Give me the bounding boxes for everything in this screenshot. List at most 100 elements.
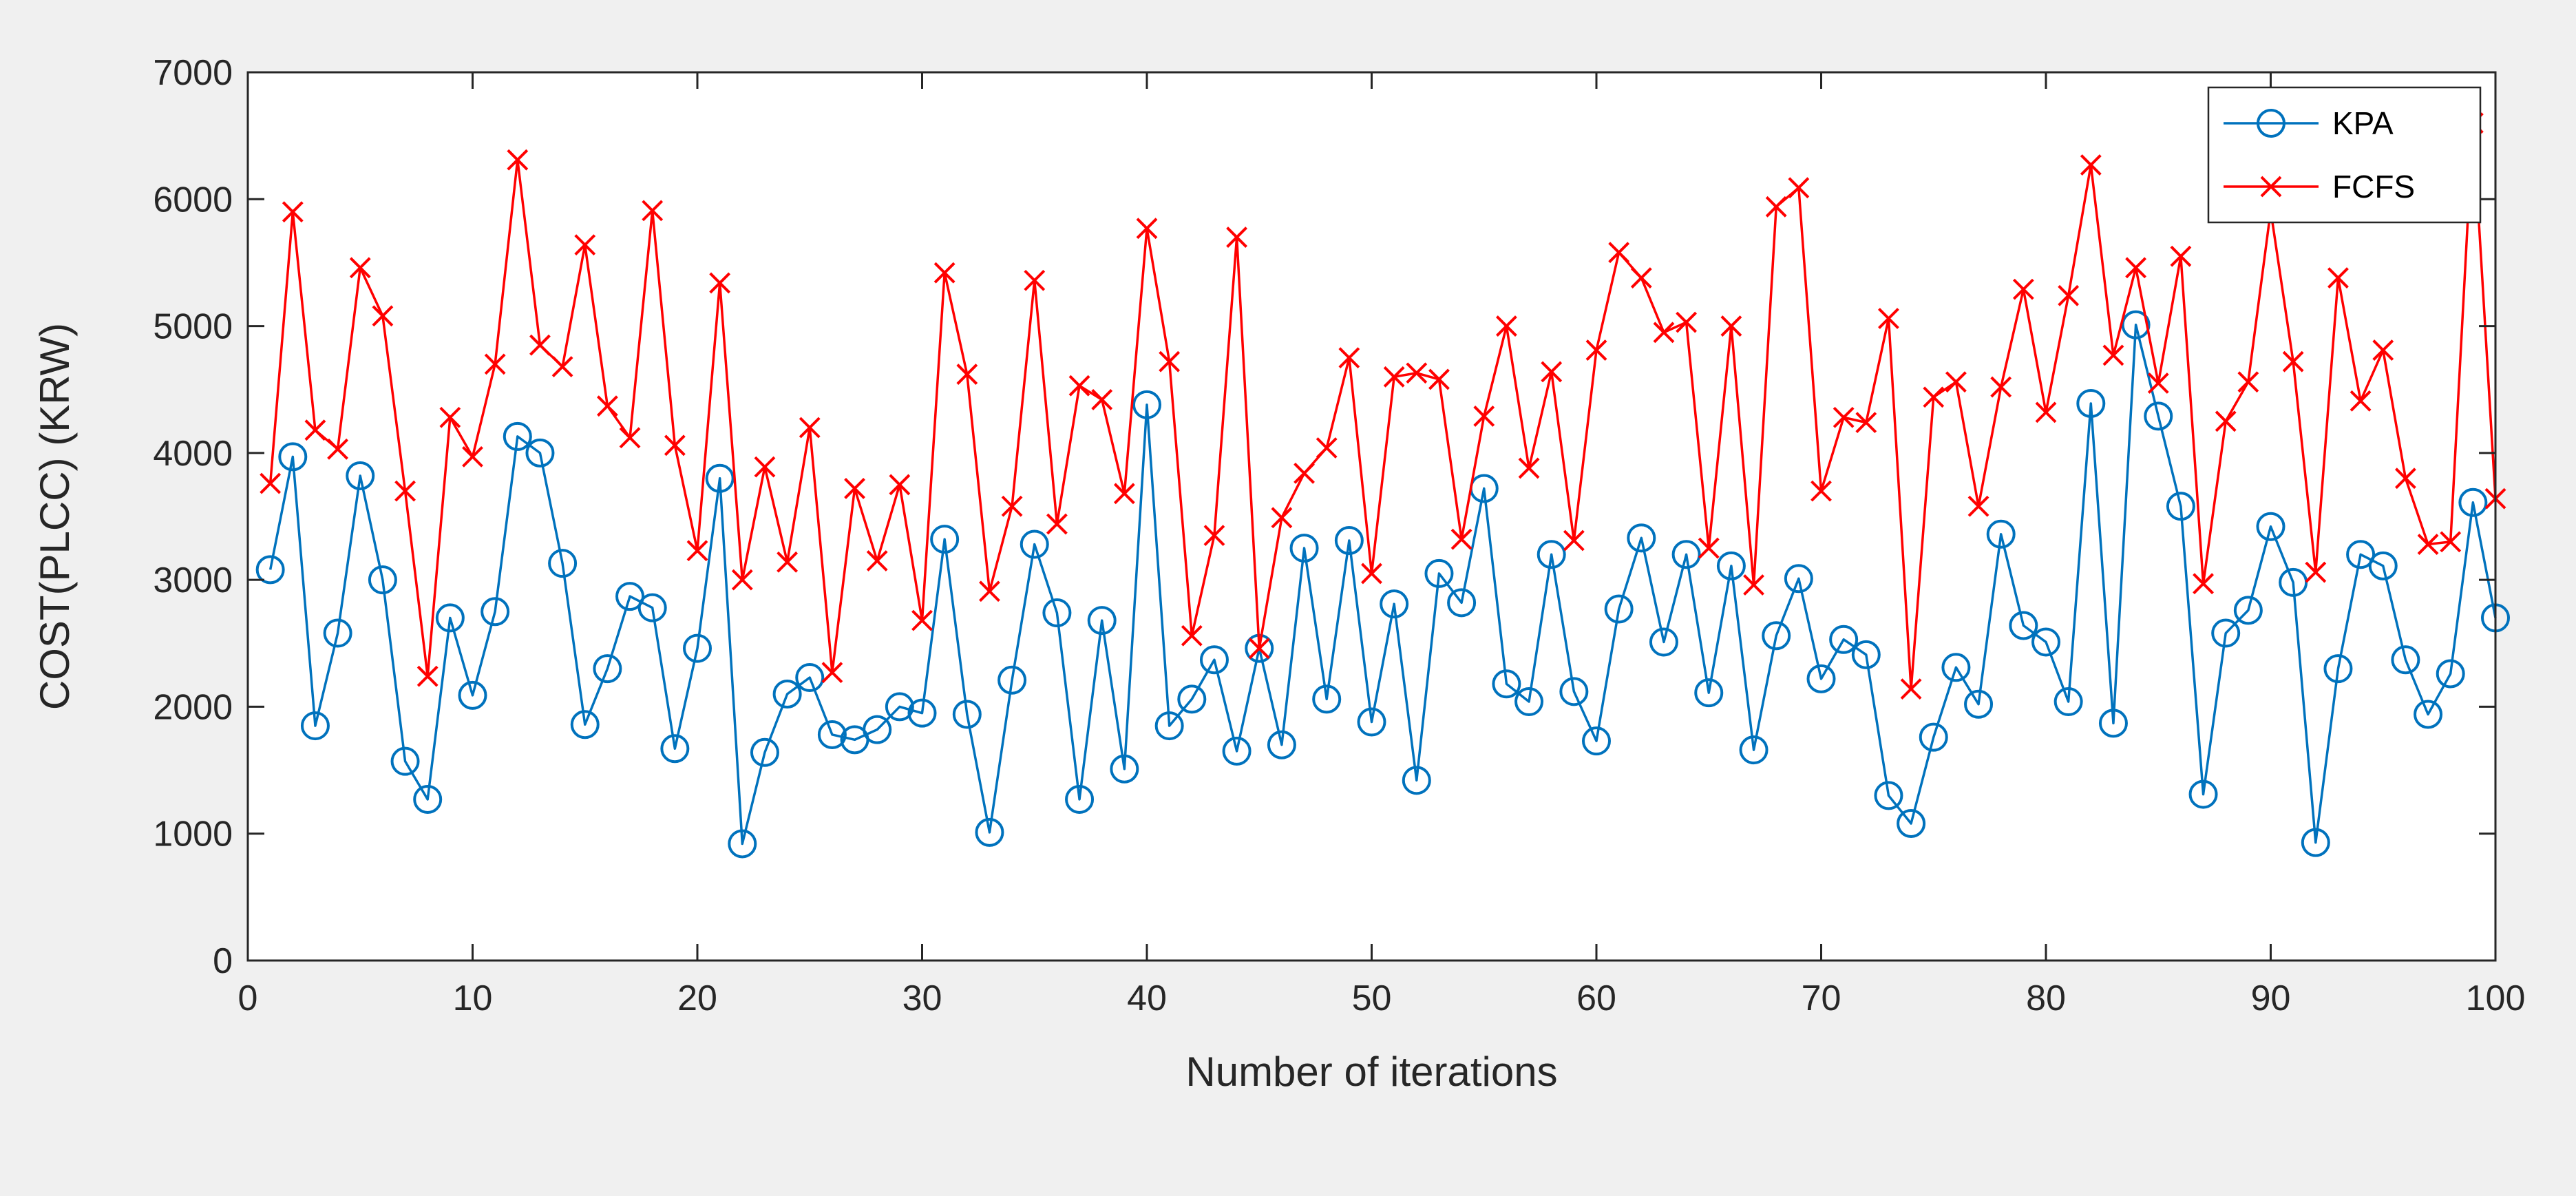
x-tick-label: 50 xyxy=(1352,978,1392,1018)
kpa-point xyxy=(2323,654,2353,684)
fcfs-point xyxy=(2147,373,2169,394)
kpa-point xyxy=(1087,606,1117,636)
kpa-point xyxy=(435,603,465,633)
fcfs-point xyxy=(1226,227,1248,248)
fcfs-point-stroke xyxy=(2372,339,2394,361)
fcfs-point-stroke xyxy=(1113,483,1135,505)
kpa-point xyxy=(1806,664,1836,693)
fcfs-point-stroke xyxy=(664,434,686,457)
fcfs-point-stroke xyxy=(1473,406,1495,427)
fcfs-point xyxy=(844,478,865,499)
kpa-point xyxy=(975,817,1004,847)
fcfs-point-stroke xyxy=(2058,284,2080,306)
fcfs-point xyxy=(2102,344,2124,366)
fcfs-point-stroke xyxy=(349,257,371,279)
kpa-point xyxy=(2436,659,2465,689)
fcfs-point-stroke xyxy=(1316,437,1338,459)
kpa-point xyxy=(255,555,285,585)
x-axis-label: Number of iterations xyxy=(1185,1049,1557,1095)
kpa-point xyxy=(1177,684,1207,714)
fcfs-point-stroke xyxy=(1945,371,1967,393)
fcfs-point-stroke xyxy=(1563,529,1585,552)
kpa-point xyxy=(2144,401,2173,431)
fcfs-point-stroke xyxy=(439,406,461,428)
x-tick-label: 0 xyxy=(238,978,258,1018)
kpa-point xyxy=(1065,784,1095,814)
plot-area xyxy=(248,72,2495,961)
y-tick-label: 6000 xyxy=(153,180,233,220)
fcfs-point-stroke xyxy=(777,551,799,573)
fcfs-point xyxy=(1136,218,1158,240)
fcfs-point-stroke xyxy=(2012,278,2034,300)
y-tick-label: 2000 xyxy=(153,687,233,727)
fcfs-point xyxy=(1294,462,1315,484)
kpa-point xyxy=(1110,754,1139,784)
fcfs-point xyxy=(1068,375,1090,397)
fcfs-point xyxy=(1923,386,1945,408)
fcfs-point-stroke xyxy=(1676,311,1698,333)
kpa-point xyxy=(1132,390,1161,419)
fcfs-point-stroke xyxy=(596,395,618,417)
kpa-point xyxy=(1986,519,2016,549)
fcfs-point-stroke xyxy=(933,262,956,284)
fcfs-point xyxy=(1608,242,1630,264)
kpa-point xyxy=(2279,567,2308,597)
x-tick-label: 80 xyxy=(2026,978,2066,1018)
fcfs-point xyxy=(709,272,731,294)
kpa-point xyxy=(1514,687,1544,717)
fcfs-point-stroke xyxy=(1518,457,1540,479)
fcfs-point-stroke xyxy=(889,474,911,496)
kpa-point xyxy=(1897,808,1926,838)
fcfs-point-stroke xyxy=(1248,638,1270,660)
fcfs-point xyxy=(1406,362,1428,384)
fcfs-point xyxy=(484,353,506,375)
fcfs-point xyxy=(1473,406,1495,427)
fcfs-point-stroke xyxy=(1608,242,1630,264)
fcfs-point xyxy=(911,609,933,631)
x-tick-label: 40 xyxy=(1127,978,1167,1018)
kpa-point xyxy=(1424,558,1454,588)
fcfs-point-stroke xyxy=(394,480,416,502)
fcfs-point xyxy=(439,406,461,428)
fcfs-point-stroke xyxy=(1810,480,1832,502)
fcfs-point-stroke xyxy=(1338,347,1360,369)
kpa-point xyxy=(1784,564,1813,594)
fcfs-point xyxy=(2394,468,2416,490)
fcfs-point-stroke xyxy=(2125,257,2147,279)
fcfs-point xyxy=(1945,371,1967,393)
fcfs-point xyxy=(889,474,911,496)
y-tick-label: 4000 xyxy=(153,434,233,474)
fcfs-point-stroke xyxy=(1294,462,1315,484)
kpa-point xyxy=(1694,678,1724,708)
fcfs-point xyxy=(821,662,843,684)
fcfs-point-stroke xyxy=(2394,468,2416,490)
y-axis-label: COST(PLCC) (KRW) xyxy=(32,323,78,710)
axes-layer: 0 10 20 30 40 50 60 70 80 90 100010002000300040005… xyxy=(153,53,2525,1018)
kpa-point xyxy=(1154,711,1184,741)
fcfs-point xyxy=(799,417,821,439)
fcfs-point xyxy=(1541,361,1563,383)
fcfs-point-stroke xyxy=(844,478,865,499)
fcfs-point xyxy=(1855,412,1877,434)
fcfs-point-stroke xyxy=(1653,322,1675,344)
kpa-point xyxy=(885,692,914,722)
fcfs-point-stroke xyxy=(866,550,888,571)
fcfs-point xyxy=(1990,376,2012,398)
fcfs-point xyxy=(2012,278,2034,300)
kpa-point xyxy=(660,734,690,764)
y-tick-label: 5000 xyxy=(153,307,233,347)
fcfs-point-stroke xyxy=(1450,528,1472,550)
x-tick-label: 100 xyxy=(2466,978,2526,1018)
x-tick-label: 10 xyxy=(453,978,493,1018)
kpa-point xyxy=(1334,526,1364,556)
kpa-point xyxy=(1762,621,1791,651)
kpa-point xyxy=(1537,540,1566,569)
fcfs-point-stroke xyxy=(2193,573,2214,595)
kpa-point xyxy=(795,663,825,693)
fcfs-point xyxy=(372,305,394,327)
fcfs-point xyxy=(2058,284,2080,306)
fcfs-point xyxy=(1271,507,1293,529)
fcfs-point xyxy=(1248,638,1270,660)
